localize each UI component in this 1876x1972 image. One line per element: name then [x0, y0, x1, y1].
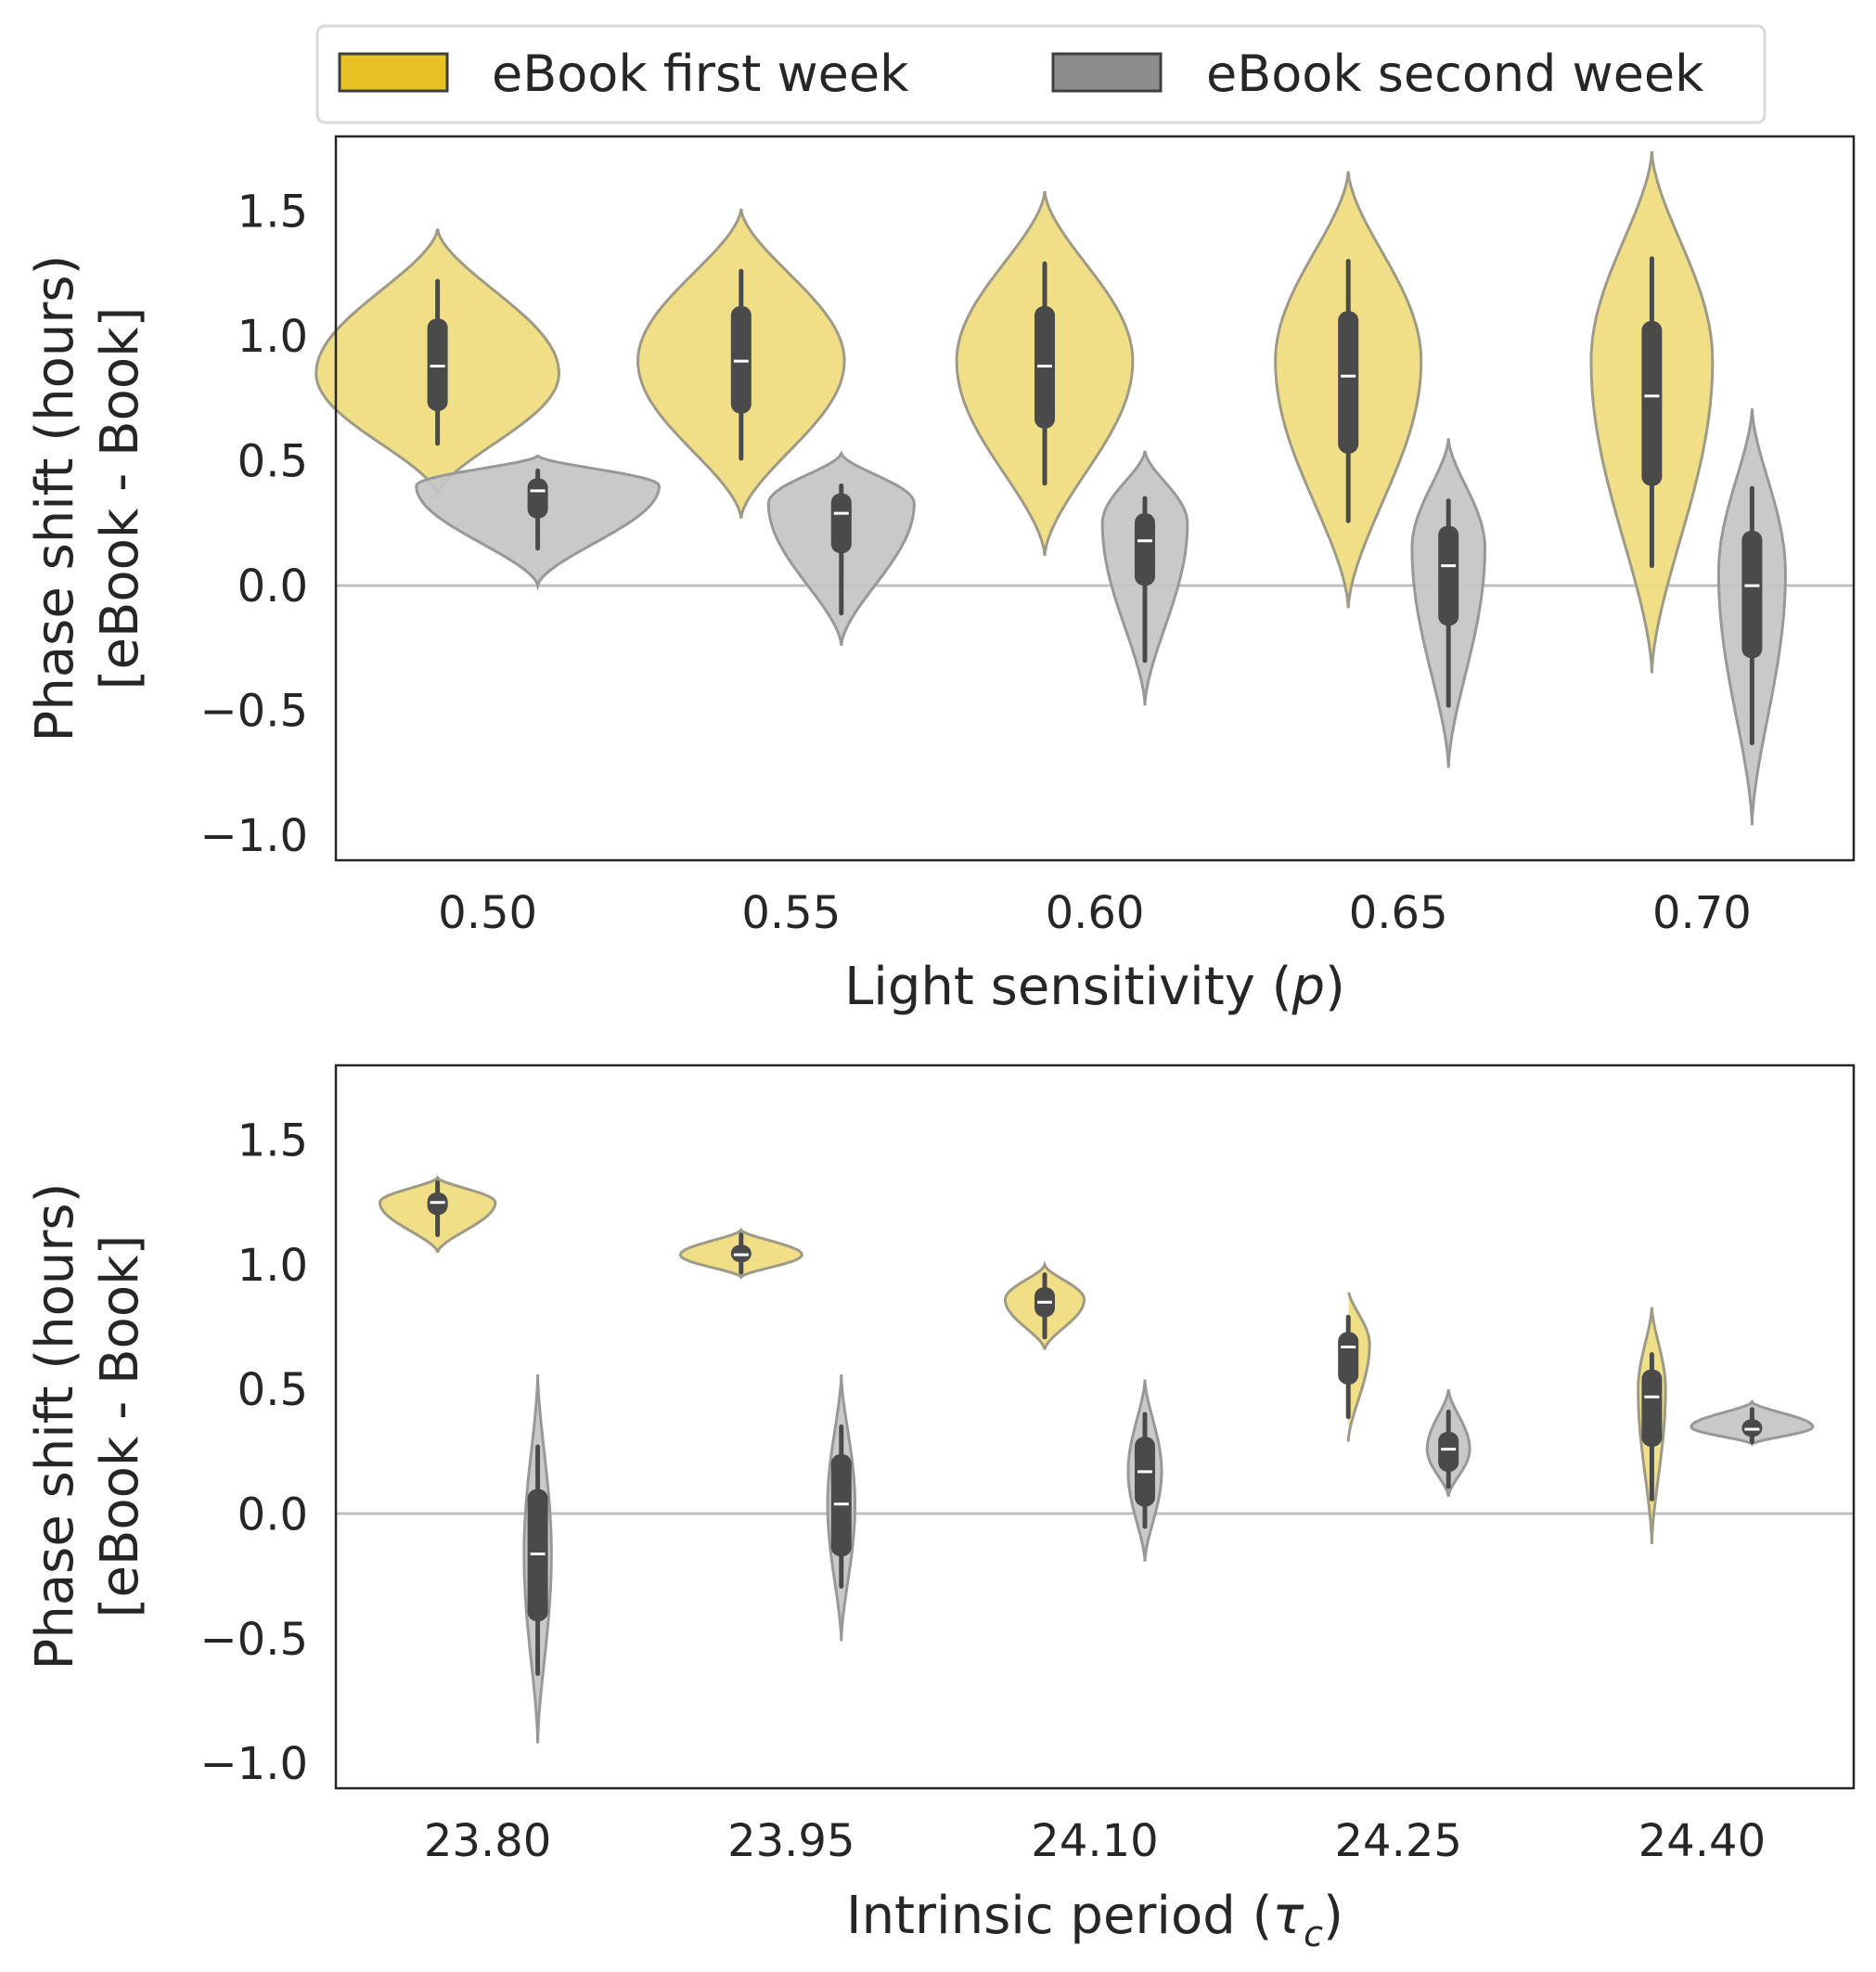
- y-tick-label: −0.5: [199, 686, 308, 738]
- x-tick-label: 0.50: [438, 887, 537, 939]
- plot-frame: [334, 135, 1856, 862]
- intrinsic-period-panel: −1.0 −0.5 0.0 0.5 1.0 1.5 23.80 23.95 24…: [25, 1063, 1856, 1954]
- x-tick-label: 24.10: [1031, 1815, 1158, 1867]
- y-tick-label: −1.0: [199, 810, 308, 862]
- legend-swatch-first-week: [338, 52, 449, 93]
- violin-iqr-box: [1641, 1369, 1663, 1447]
- violin-iqr-box: [1338, 1332, 1359, 1385]
- x-axis-label-symbol: τ: [1272, 1886, 1304, 1946]
- x-axis-label-text: Intrinsic period (: [846, 1886, 1272, 1946]
- legend-swatch-second-week: [1051, 52, 1163, 93]
- x-tick-label: 0.65: [1349, 887, 1448, 939]
- legend-label-first-week: eBook first week: [492, 45, 909, 103]
- y-tick-label: −0.5: [199, 1614, 308, 1666]
- violin-iqr-box: [1134, 513, 1155, 586]
- y-tick-label: 1.5: [238, 1115, 308, 1167]
- violin-iqr-box: [1641, 321, 1663, 486]
- y-axis-label: Phase shift (hours) [eBook - Book]: [25, 1183, 150, 1670]
- y-axis-ticks: −1.0 −0.5 0.0 0.5 1.0 1.5: [199, 187, 308, 862]
- y-axis-label-line1: Phase shift (hours): [25, 1183, 85, 1670]
- x-tick-label: 24.25: [1334, 1815, 1461, 1867]
- x-axis-ticks: 0.50 0.55 0.60 0.65 0.70: [438, 887, 1752, 939]
- y-tick-label: −1.0: [199, 1738, 308, 1790]
- x-axis-label-symbol: p: [1291, 957, 1325, 1017]
- legend-frame: [315, 24, 1767, 124]
- y-axis-ticks: −1.0 −0.5 0.0 0.5 1.0 1.5: [199, 1115, 308, 1791]
- y-tick-label: 0.0: [238, 1489, 308, 1541]
- x-tick-label: 23.80: [424, 1815, 551, 1867]
- violin-body: [1346, 1292, 1371, 1442]
- violin-marks: [315, 150, 1787, 826]
- x-axis-ticks: 23.80 23.95 24.10 24.25 24.40: [424, 1815, 1766, 1867]
- y-tick-label: 1.0: [238, 311, 308, 363]
- y-axis-label: Phase shift (hours) [eBook - Book]: [25, 255, 150, 742]
- light-sensitivity-panel: −1.0 −0.5 0.0 0.5 1.0 1.5 0.50 0.55 0.60…: [25, 135, 1856, 1017]
- x-axis-label-subscript: c: [1304, 1914, 1323, 1954]
- x-axis-label-text: Light sensitivity (: [844, 957, 1291, 1017]
- y-tick-label: 0.5: [238, 1364, 308, 1416]
- x-tick-label: 0.55: [741, 887, 841, 939]
- y-axis-label-line2: [eBook - Book]: [90, 307, 150, 690]
- y-tick-label: 1.5: [238, 187, 308, 238]
- y-axis-label-line2: [eBook - Book]: [90, 1235, 150, 1618]
- x-axis-label-close: ): [1323, 1886, 1343, 1946]
- legend: eBook first week eBook second week: [315, 24, 1767, 124]
- x-tick-label: 0.60: [1046, 887, 1145, 939]
- plot-frame: [334, 1063, 1856, 1790]
- violin-iqr-box: [830, 493, 852, 554]
- violin-iqr-box: [1438, 1431, 1459, 1472]
- x-tick-label: 24.40: [1638, 1815, 1766, 1867]
- violin-iqr-box: [1338, 311, 1359, 454]
- y-axis-label-line1: Phase shift (hours): [25, 255, 85, 742]
- x-tick-label: 23.95: [727, 1815, 854, 1867]
- violin-marks: [378, 1175, 1815, 1744]
- x-axis-label: Intrinsic period (τc): [846, 1886, 1343, 1954]
- y-tick-label: 0.0: [238, 561, 308, 612]
- y-tick-label: 0.5: [238, 436, 308, 488]
- violin-iqr-box: [1741, 530, 1763, 659]
- violin-iqr-box: [1438, 525, 1459, 626]
- x-axis-label-close: ): [1325, 957, 1345, 1017]
- x-axis-label: Light sensitivity (p): [844, 957, 1345, 1017]
- violin-iqr-box: [527, 478, 548, 519]
- legend-label-second-week: eBook second week: [1206, 45, 1704, 103]
- y-tick-label: 1.0: [238, 1240, 308, 1292]
- x-tick-label: 0.70: [1652, 887, 1752, 939]
